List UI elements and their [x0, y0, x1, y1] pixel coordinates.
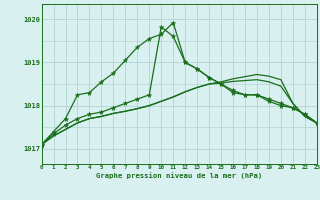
- X-axis label: Graphe pression niveau de la mer (hPa): Graphe pression niveau de la mer (hPa): [96, 172, 262, 179]
